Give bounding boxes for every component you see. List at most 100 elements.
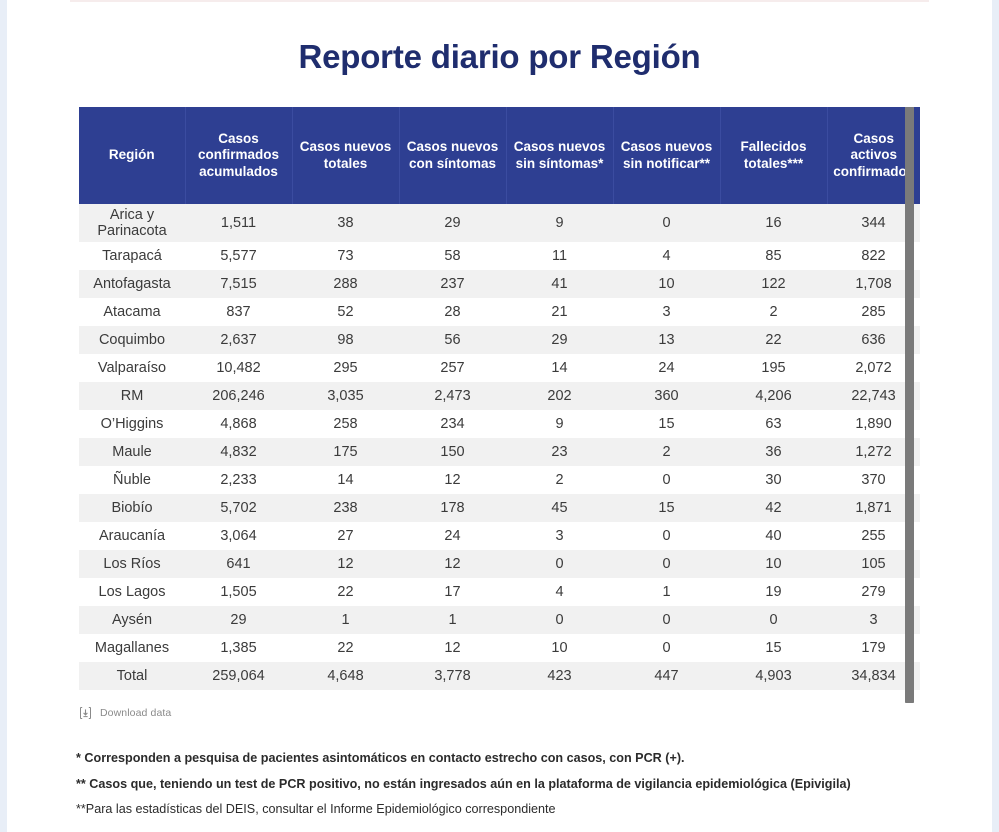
cell-nuevos-con-sintomas: 28: [399, 298, 506, 326]
page-gutter-left: [0, 0, 7, 832]
cell-nuevos-totales: 258: [292, 410, 399, 438]
cell-nuevos-sin-notificar: 3: [613, 298, 720, 326]
cell-nuevos-sin-notificar: 0: [613, 466, 720, 494]
cell-region: Araucanía: [79, 522, 185, 550]
cell-nuevos-totales: 22: [292, 578, 399, 606]
cell-confirmados-acumulados: 1,511: [185, 204, 292, 242]
column-header-activos-confirmados[interactable]: Casos activos confirmados: [827, 107, 920, 204]
cell-activos-confirmados: 822: [827, 242, 920, 270]
cell-activos-confirmados: 1,272: [827, 438, 920, 466]
cell-fallecidos-totales: 195: [720, 354, 827, 382]
cell-region: Antofagasta: [79, 270, 185, 298]
cell-confirmados-acumulados: 837: [185, 298, 292, 326]
cell-confirmados-acumulados: 4,832: [185, 438, 292, 466]
download-data-link[interactable]: Download data: [79, 706, 171, 720]
cell-nuevos-totales: 22: [292, 634, 399, 662]
cell-fallecidos-totales: 2: [720, 298, 827, 326]
cell-nuevos-totales: 288: [292, 270, 399, 298]
cell-nuevos-totales: 12: [292, 550, 399, 578]
table-row: RM 206,246 3,035 2,473 202 360 4,206 22,743: [79, 382, 920, 410]
table-row: Arica y Parinacota 1,511 38 29 9 0 16 344: [79, 204, 920, 242]
column-header-fallecidos-totales[interactable]: Fallecidos totales***: [720, 107, 828, 204]
cell-nuevos-sin-notificar: 0: [613, 634, 720, 662]
cell-activos-confirmados: 1,871: [827, 494, 920, 522]
cell-nuevos-sin-sintomas: 21: [506, 298, 613, 326]
cell-nuevos-totales: 175: [292, 438, 399, 466]
page-gutter-right: [992, 0, 999, 832]
table-row: Atacama 837 52 28 21 3 2 285: [79, 298, 920, 326]
cell-nuevos-sin-notificar: 24: [613, 354, 720, 382]
table-row: Maule 4,832 175 150 23 2 36 1,272: [79, 438, 920, 466]
column-header-nuevos-con-sintomas[interactable]: Casos nuevos con síntomas: [399, 107, 507, 204]
cell-region: Los Ríos: [79, 550, 185, 578]
report-table-container: Región Casos confirmados acumulados Caso…: [79, 107, 920, 702]
cell-nuevos-con-sintomas: 2,473: [399, 382, 506, 410]
cell-nuevos-sin-notificar: 0: [613, 204, 720, 242]
column-header-nuevos-totales[interactable]: Casos nuevos totales: [292, 107, 400, 204]
cell-activos-confirmados: 22,743: [827, 382, 920, 410]
column-header-nuevos-sin-notificar[interactable]: Casos nuevos sin notificar**: [613, 107, 721, 204]
cell-activos-confirmados: 105: [827, 550, 920, 578]
table-row: Coquimbo 2,637 98 56 29 13 22 636: [79, 326, 920, 354]
cell-fallecidos-totales: 36: [720, 438, 827, 466]
cell-nuevos-sin-sintomas: 11: [506, 242, 613, 270]
cell-nuevos-sin-sintomas: 0: [506, 550, 613, 578]
cell-region: Coquimbo: [79, 326, 185, 354]
cell-confirmados-acumulados: 1,385: [185, 634, 292, 662]
column-header-nuevos-sin-sintomas[interactable]: Casos nuevos sin síntomas*: [506, 107, 614, 204]
cell-nuevos-con-sintomas: 12: [399, 466, 506, 494]
cell-nuevos-sin-notificar: 0: [613, 550, 720, 578]
cell-activos-confirmados: 1,708: [827, 270, 920, 298]
column-header-region[interactable]: Región: [79, 107, 186, 204]
table-row: Total 259,064 4,648 3,778 423 447 4,903 34,834: [79, 662, 920, 690]
cell-nuevos-con-sintomas: 257: [399, 354, 506, 382]
cell-fallecidos-totales: 122: [720, 270, 827, 298]
cell-region: RM: [79, 382, 185, 410]
cell-nuevos-con-sintomas: 29: [399, 204, 506, 242]
cell-nuevos-con-sintomas: 17: [399, 578, 506, 606]
cell-region: Aysén: [79, 606, 185, 634]
cell-nuevos-con-sintomas: 3,778: [399, 662, 506, 690]
cell-region: Total: [79, 662, 185, 690]
cell-nuevos-sin-sintomas: 202: [506, 382, 613, 410]
cell-nuevos-sin-sintomas: 3: [506, 522, 613, 550]
cell-confirmados-acumulados: 5,577: [185, 242, 292, 270]
cell-activos-confirmados: 3: [827, 606, 920, 634]
cell-nuevos-con-sintomas: 58: [399, 242, 506, 270]
cell-activos-confirmados: 34,834: [827, 662, 920, 690]
cell-confirmados-acumulados: 10,482: [185, 354, 292, 382]
cell-nuevos-sin-sintomas: 423: [506, 662, 613, 690]
page-title: Reporte diario por Región: [298, 38, 701, 75]
cell-nuevos-sin-sintomas: 9: [506, 410, 613, 438]
cell-nuevos-sin-notificar: 10: [613, 270, 720, 298]
cell-activos-confirmados: 636: [827, 326, 920, 354]
cell-region: Magallanes: [79, 634, 185, 662]
cell-region: Maule: [79, 438, 185, 466]
cell-nuevos-con-sintomas: 1: [399, 606, 506, 634]
table-row: Magallanes 1,385 22 12 10 0 15 179: [79, 634, 920, 662]
cell-nuevos-sin-notificar: 0: [613, 606, 720, 634]
cell-nuevos-totales: 3,035: [292, 382, 399, 410]
cell-nuevos-con-sintomas: 150: [399, 438, 506, 466]
cell-fallecidos-totales: 30: [720, 466, 827, 494]
cell-nuevos-sin-sintomas: 10: [506, 634, 613, 662]
cell-confirmados-acumulados: 2,637: [185, 326, 292, 354]
cell-nuevos-con-sintomas: 12: [399, 550, 506, 578]
scrollbar-thumb[interactable]: [905, 107, 914, 703]
table-vertical-scrollbar[interactable]: [905, 107, 914, 703]
cell-nuevos-totales: 98: [292, 326, 399, 354]
cell-fallecidos-totales: 10: [720, 550, 827, 578]
cell-nuevos-sin-sintomas: 4: [506, 578, 613, 606]
report-table: Región Casos confirmados acumulados Caso…: [79, 107, 920, 690]
cell-region: Tarapacá: [79, 242, 185, 270]
cell-fallecidos-totales: 4,903: [720, 662, 827, 690]
cell-nuevos-totales: 27: [292, 522, 399, 550]
column-header-confirmados-acumulados[interactable]: Casos confirmados acumulados: [185, 107, 293, 204]
cell-confirmados-acumulados: 641: [185, 550, 292, 578]
cell-activos-confirmados: 1,890: [827, 410, 920, 438]
footnote-3: **Para las estadísticas del DEIS, consul…: [76, 802, 556, 817]
cell-nuevos-totales: 238: [292, 494, 399, 522]
top-hairline: [70, 0, 929, 2]
cell-fallecidos-totales: 63: [720, 410, 827, 438]
